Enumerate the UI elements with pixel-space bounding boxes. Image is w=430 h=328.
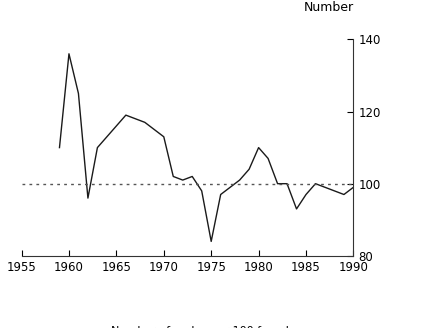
Text: Number: Number bbox=[303, 1, 353, 14]
Legend: Number of males per 100 females: Number of males per 100 females bbox=[69, 322, 305, 328]
